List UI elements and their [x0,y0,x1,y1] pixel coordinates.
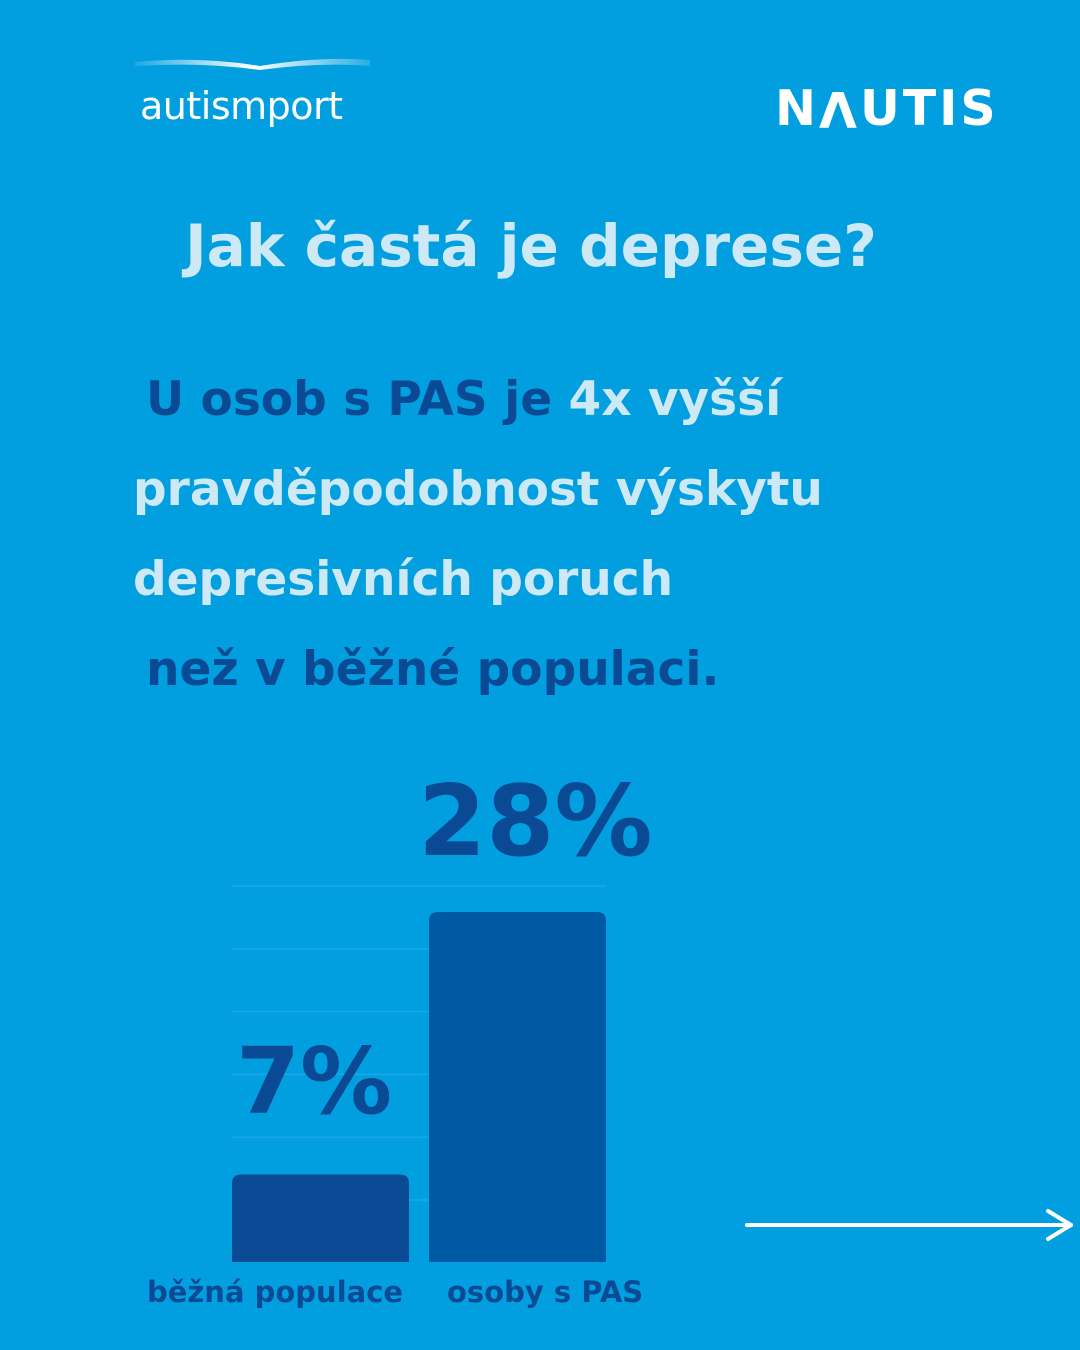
statement-line-1: U osob s PAS je 4x vyšší [133,372,1033,462]
statement-line-3: depresivních poruch [133,552,674,607]
nautis-logo-suffix: UTIS [859,80,999,137]
statement-line-4: než v běžné populaci. [146,642,720,697]
statement-line-1-dark: U osob s PAS je [146,372,553,427]
autismport-logo: autismport [130,52,380,142]
nautis-logo-prefix: N [775,80,820,137]
value-label-2: 28% [418,765,653,879]
statement-line-1-light: 4x vyšší [568,372,782,427]
bar-2 [429,912,606,1262]
statement: U osob s PAS je 4x vyšší pravděpodobnost… [133,372,1033,732]
page-title: Jak častá je deprese? [185,212,877,280]
nautis-logo: NVUTIS [775,80,999,137]
logo-swoosh-icon [135,58,370,70]
bar-1 [232,1174,409,1262]
autismport-logo-text: autismport [140,84,343,128]
category-label-1: běžná populace [147,1275,403,1309]
statement-line-2: pravděpodobnost výskytu [133,462,823,517]
category-label-2: osoby s PAS [447,1275,643,1309]
value-label-1: 7% [236,1028,392,1135]
arrow-right-icon[interactable] [745,1205,1075,1245]
